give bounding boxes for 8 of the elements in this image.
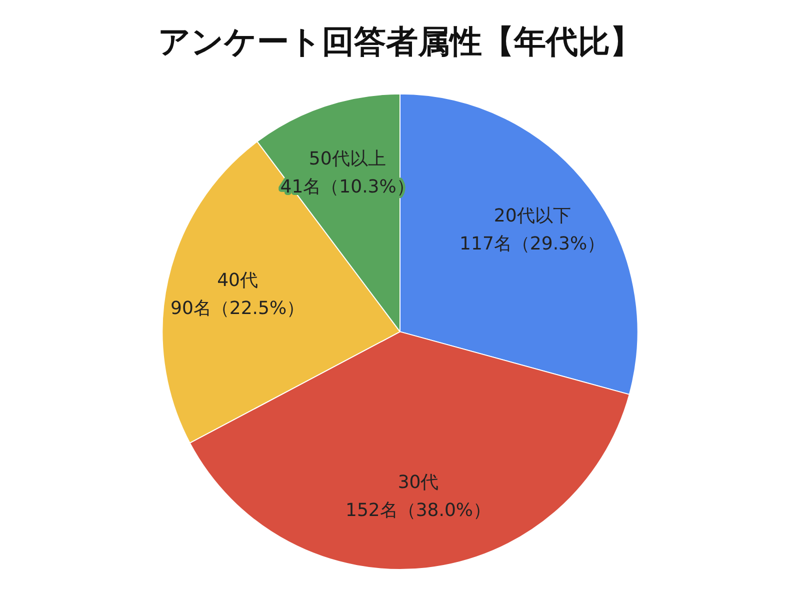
data-label: 152名（38.0%） <box>345 500 492 521</box>
slice-label: 20代以下 <box>494 205 571 226</box>
slice-label: 50代以上 <box>308 148 386 170</box>
data-label: 90名（22.5%） <box>170 298 305 320</box>
data-label: 117名（29.3%） <box>460 233 606 254</box>
slice-label: 30代 <box>398 472 439 493</box>
chart-title: アンケート回答者属性【年代比】 <box>158 22 642 61</box>
slice-label: 40代 <box>217 270 258 292</box>
